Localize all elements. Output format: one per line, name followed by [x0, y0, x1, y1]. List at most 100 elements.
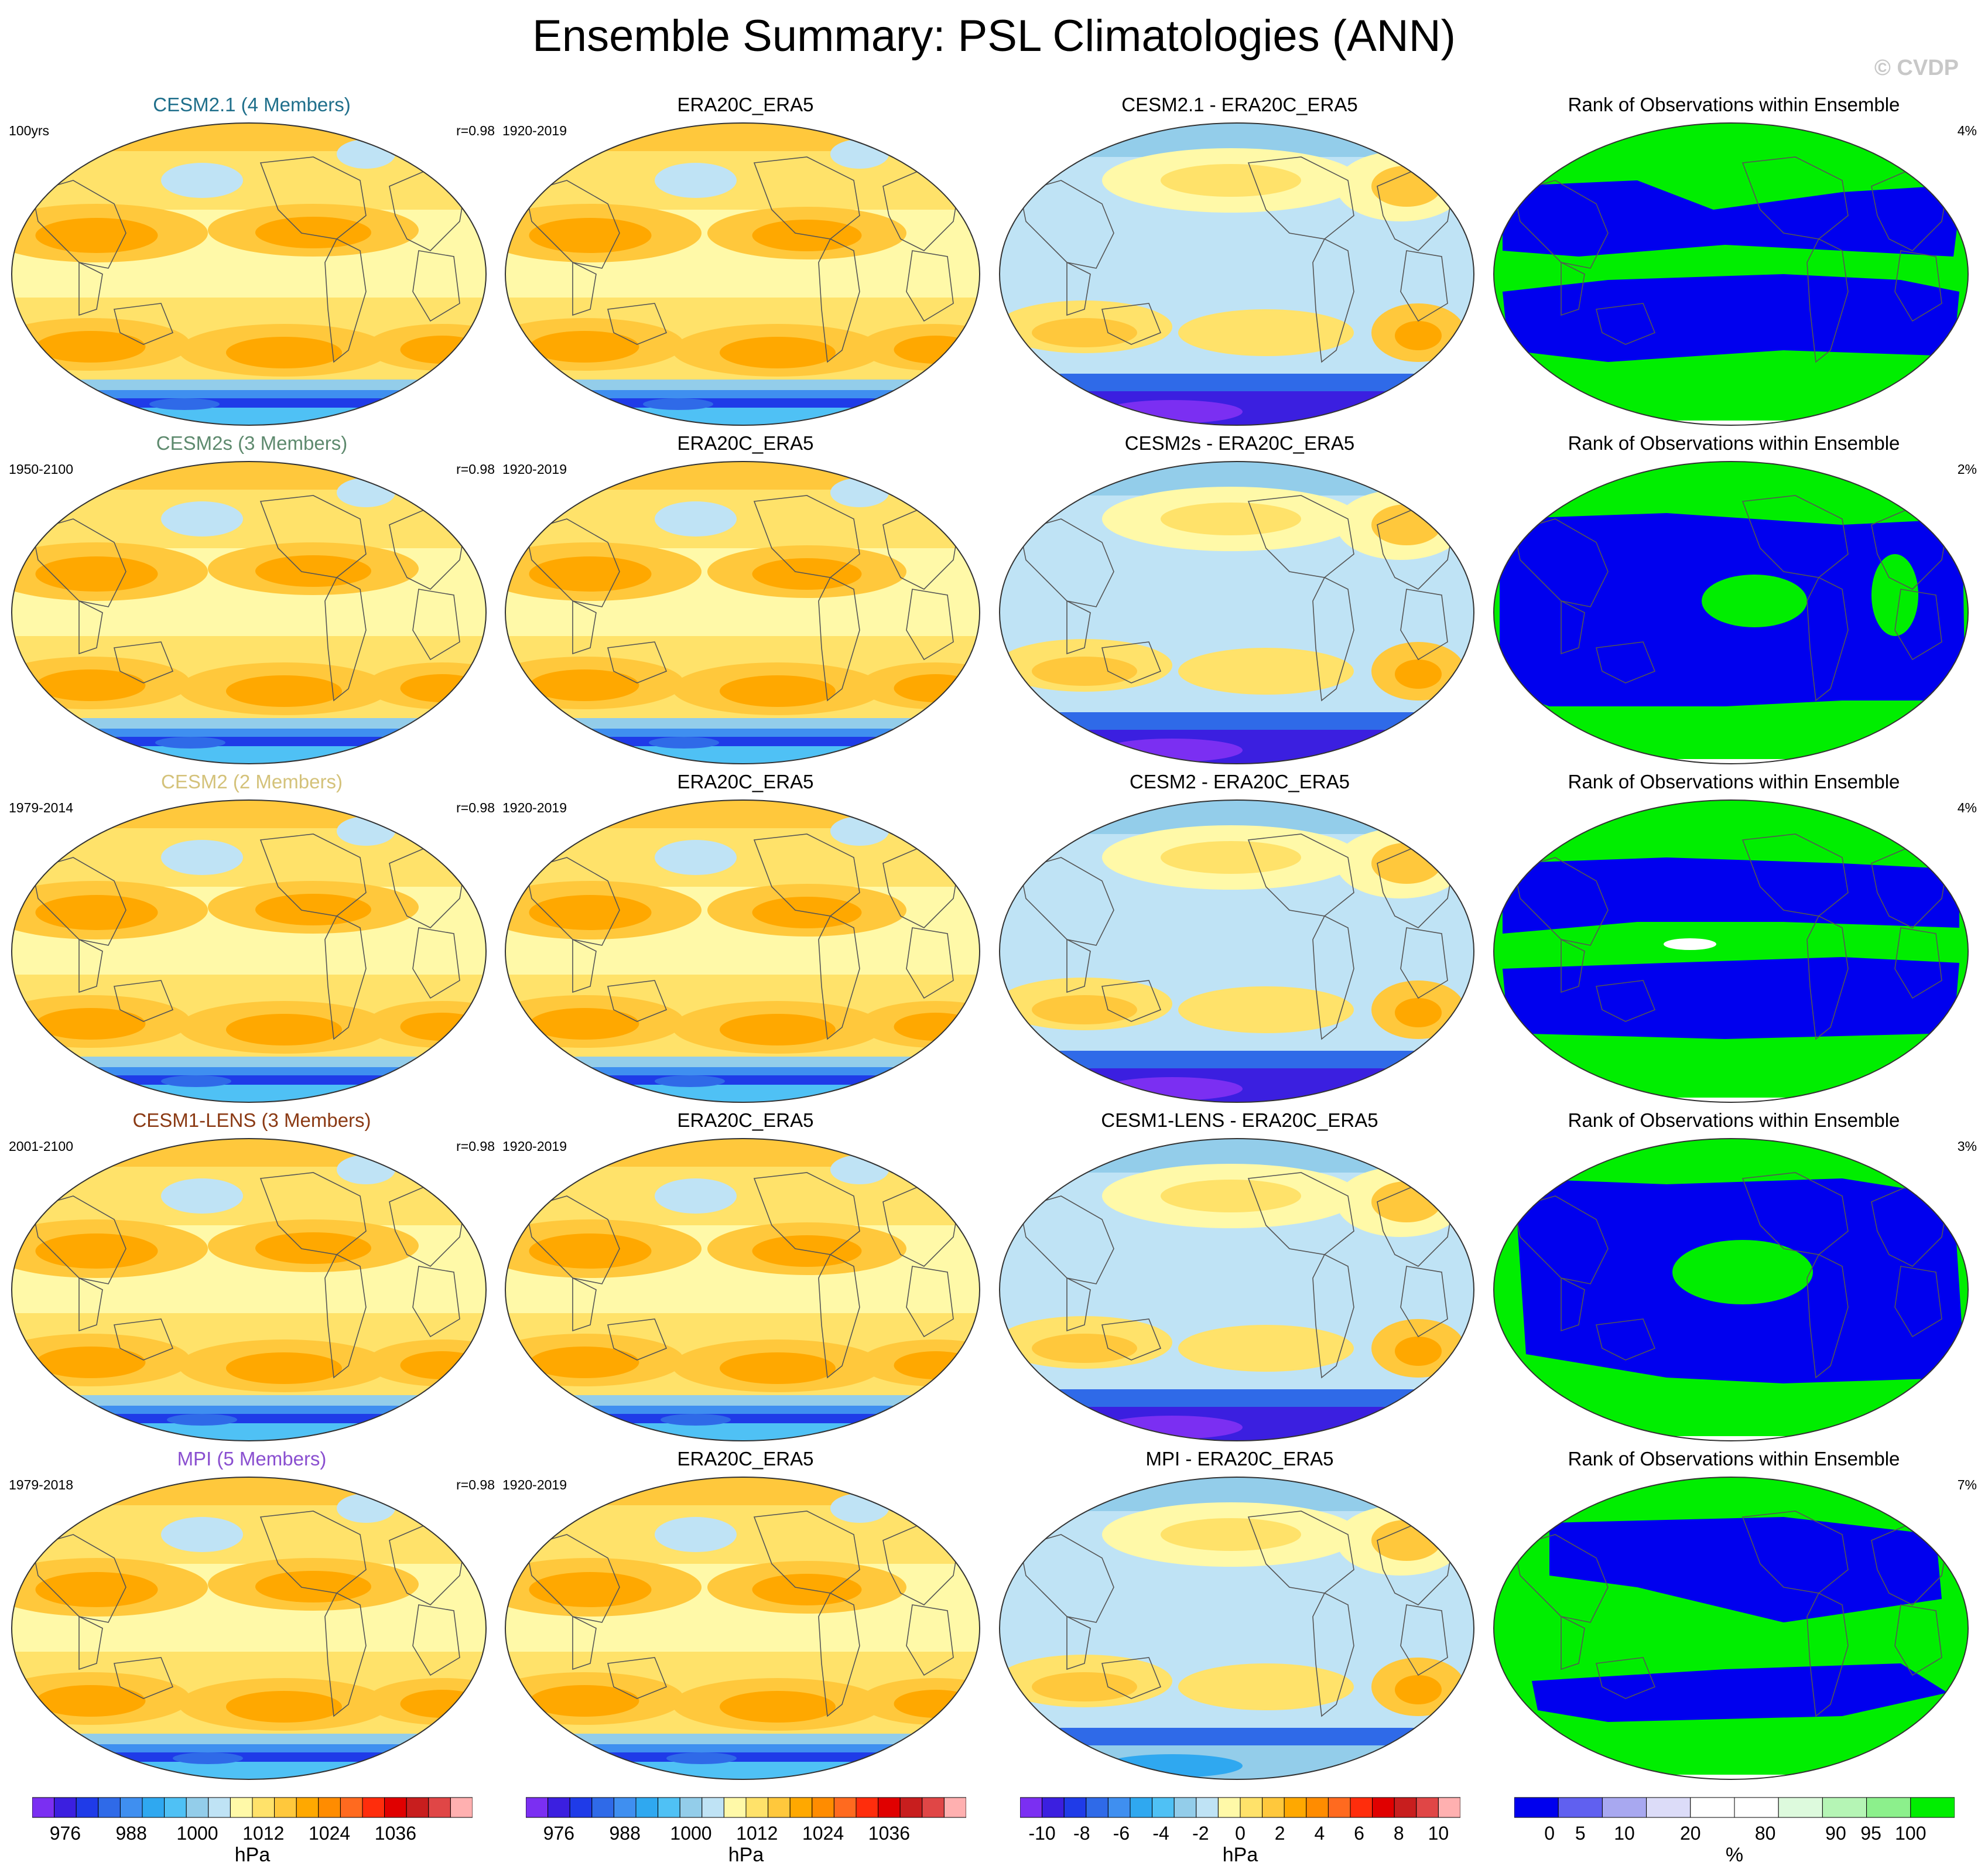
colorbar-swatch — [1306, 1797, 1329, 1818]
panel-diff-row-3: CESM2 - ERA20C_ERA5 — [997, 771, 1483, 1109]
colorbar-swatch — [164, 1797, 187, 1818]
colorbar-tick-label: 90 — [1825, 1823, 1846, 1844]
colorbar-swatch — [789, 1797, 813, 1818]
period-label: 1979-2018 — [9, 1477, 73, 1492]
panel-title: ERA20C_ERA5 — [677, 1109, 814, 1131]
rank-map — [1493, 799, 1969, 1103]
colorbar-swatch — [1107, 1797, 1131, 1818]
coastline-outlines — [32, 1172, 466, 1379]
colorbar-swatch — [1063, 1797, 1087, 1818]
map-border — [1493, 799, 1969, 1103]
colorbar-tick-label: 1036 — [374, 1823, 416, 1844]
model-map — [11, 799, 487, 1103]
correlation-label: r=0.98 — [456, 462, 495, 477]
map-border — [999, 1138, 1474, 1441]
colorbar-ticks: 976 988 1000 1012 1024 1036 — [526, 1823, 966, 1846]
period-label: 1920-2019 — [502, 1139, 567, 1154]
rank-map — [1493, 461, 1969, 764]
panel-title: CESM1-LENS (3 Members) — [132, 1109, 371, 1131]
map-border — [505, 461, 980, 764]
colorbar-swatch — [274, 1797, 297, 1818]
colorbar-swatches — [525, 1797, 967, 1818]
colorbar-swatch — [679, 1797, 703, 1818]
colorbar-1: 976 988 1000 1012 1024 1036 hPa — [32, 1797, 473, 1876]
model-map — [11, 122, 487, 426]
colorbar-tick-label: 1000 — [670, 1823, 712, 1844]
panel-diff-row-4: CESM1-LENS - ERA20C_ERA5 — [997, 1109, 1483, 1448]
map-border — [11, 461, 487, 764]
colorbar-swatch — [745, 1797, 769, 1818]
correlation-label: r=0.98 — [456, 123, 495, 138]
panel-model-row-1: CESM2.1 (4 Members) 100yrs r=0.98 — [9, 94, 495, 432]
colorbar-swatch — [548, 1797, 570, 1818]
diff-map — [999, 1477, 1474, 1780]
panel-title: ERA20C_ERA5 — [677, 771, 814, 792]
colorbar-unit-label: % — [1725, 1844, 1744, 1866]
map-border — [11, 1477, 487, 1780]
colorbar-swatch — [1350, 1797, 1373, 1818]
coastline-outlines — [1514, 156, 1948, 363]
map-border — [505, 799, 980, 1103]
colorbar-tick-label: 1036 — [868, 1823, 910, 1844]
colorbar-swatch — [1240, 1797, 1263, 1818]
panel-title: MPI - ERA20C_ERA5 — [1145, 1448, 1334, 1470]
colorbar-tick-label: 1012 — [736, 1823, 778, 1844]
rank-percent-label: 2% — [1957, 462, 1977, 477]
colorbar-swatch — [340, 1797, 363, 1818]
main-title: Ensemble Summary: PSL Climatologies (ANN… — [532, 11, 1456, 61]
diff-map — [999, 461, 1474, 764]
panel-title: Rank of Observations within Ensemble — [1568, 1448, 1900, 1470]
model-map — [11, 1477, 487, 1780]
panel-rank-row-5: Rank of Observations within Ensemble 7% — [1491, 1448, 1977, 1786]
panel-title: Rank of Observations within Ensemble — [1568, 432, 1900, 454]
period-label: 2001-2100 — [9, 1139, 73, 1154]
panel-obs-row-3: ERA20C_ERA5 1920-2019 — [502, 771, 988, 1109]
colorbar-tick-label: 2 — [1274, 1823, 1285, 1844]
map-border — [505, 1477, 980, 1780]
panel-title: ERA20C_ERA5 — [677, 1448, 814, 1470]
map-border — [999, 122, 1474, 426]
colorbar-swatch — [119, 1797, 143, 1818]
map-border — [1493, 1477, 1969, 1780]
panel-title: Rank of Observations within Ensemble — [1568, 1109, 1900, 1131]
coastline-outlines — [1019, 1511, 1454, 1717]
panel-model-row-2: CESM2s (3 Members) 1950-2100 r=0.98 — [9, 432, 495, 771]
colorbar-tick-label: -6 — [1113, 1823, 1130, 1844]
panel-title: CESM1-LENS - ERA20C_ERA5 — [1101, 1109, 1378, 1131]
colorbar-tick-label: 988 — [609, 1823, 641, 1844]
panel-model-row-3: CESM2 (2 Members) 1979-2014 r=0.98 — [9, 771, 495, 1109]
coastline-outlines — [1514, 495, 1948, 702]
colorbar-swatch — [635, 1797, 659, 1818]
coastline-outlines — [525, 156, 960, 363]
panel-title: CESM2 - ERA20C_ERA5 — [1130, 771, 1350, 792]
colorbar-swatch — [922, 1797, 945, 1818]
colorbar-swatch — [362, 1797, 385, 1818]
colorbar-tick-label: 1024 — [802, 1823, 844, 1844]
colorbar-swatch — [613, 1797, 637, 1818]
coastline-outlines — [1514, 1511, 1948, 1717]
colorbar-swatch — [1514, 1797, 1559, 1818]
colorbar-swatch — [230, 1797, 253, 1818]
period-label: 1979-2014 — [9, 800, 73, 815]
panel-title: MPI (5 Members) — [177, 1448, 327, 1470]
colorbar-ticks: -10 -8 -6 -4 -2 0 2 4 6 8 10 — [1020, 1823, 1460, 1846]
colorbar-tick-label: 0 — [1235, 1823, 1246, 1844]
colorbar-swatch — [1438, 1797, 1461, 1818]
colorbar-3: -10 -8 -6 -4 -2 0 2 4 6 8 10 hPa — [1019, 1797, 1461, 1876]
colorbar-tick-label: 80 — [1754, 1823, 1776, 1844]
colorbar-swatch — [1394, 1797, 1417, 1818]
colorbar-swatch — [1327, 1797, 1351, 1818]
colorbar-tick-label: 988 — [115, 1823, 147, 1844]
colorbar-swatches — [1514, 1797, 1955, 1818]
panel-diff-row-5: MPI - ERA20C_ERA5 — [997, 1448, 1483, 1786]
colorbar-swatch — [1173, 1797, 1197, 1818]
colorbar-swatch — [1416, 1797, 1439, 1818]
period-label: 1920-2019 — [502, 123, 567, 138]
colorbar-swatch — [1778, 1797, 1823, 1818]
map-border — [999, 461, 1474, 764]
map-border — [11, 122, 487, 426]
colorbar-tick-label: 1000 — [176, 1823, 218, 1844]
diff-map — [999, 122, 1474, 426]
colorbar-tick-label: 20 — [1680, 1823, 1701, 1844]
period-label: 1950-2100 — [9, 462, 73, 477]
